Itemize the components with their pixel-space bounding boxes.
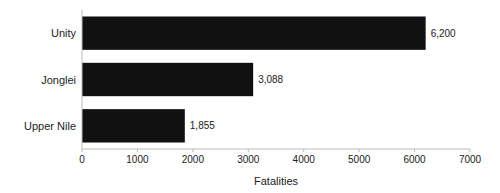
category-label: Jonglei xyxy=(41,74,76,86)
x-tick-label: 6000 xyxy=(403,154,426,165)
y-axis-line xyxy=(82,10,83,149)
x-tick xyxy=(82,149,83,152)
x-tick-label: 5000 xyxy=(348,154,371,165)
bars xyxy=(82,16,426,142)
x-axis-line xyxy=(82,149,470,150)
chart-container: 0 1000 2000 3000 4000 5000 6000 7000 Upper Nile J… xyxy=(0,0,500,193)
x-tick-label: 7000 xyxy=(459,154,482,165)
x-tick-label: 4000 xyxy=(293,154,316,165)
bar xyxy=(82,63,253,96)
bar xyxy=(82,16,426,49)
bar xyxy=(82,109,185,142)
x-tick xyxy=(137,149,138,152)
chart-svg: 0 1000 2000 3000 4000 5000 6000 7000 Upper Nile J… xyxy=(0,0,500,193)
x-tick xyxy=(414,149,415,152)
x-tick-label: 2000 xyxy=(182,154,205,165)
x-tick xyxy=(248,149,249,152)
x-tick xyxy=(470,149,471,152)
category-label: Unity xyxy=(51,27,77,39)
x-tick-label: 0 xyxy=(79,154,85,165)
data-label: 1,855 xyxy=(190,120,215,131)
x-axis-label: Fatalities xyxy=(254,175,299,187)
x-tick xyxy=(192,149,193,152)
data-label: 3,088 xyxy=(258,74,283,85)
x-tick-label: 3000 xyxy=(237,154,260,165)
category-label: Upper Nile xyxy=(24,120,76,132)
data-label: 6,200 xyxy=(431,28,456,39)
x-tick xyxy=(303,149,304,152)
x-tick xyxy=(359,149,360,152)
x-tick-label: 1000 xyxy=(126,154,149,165)
